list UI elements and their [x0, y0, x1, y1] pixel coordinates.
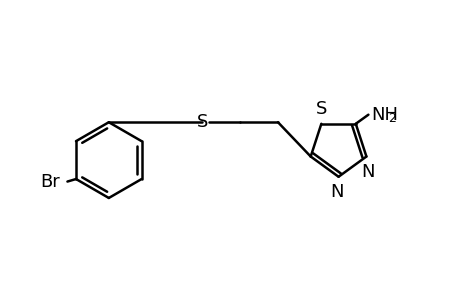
Text: NH: NH [370, 106, 397, 124]
Text: N: N [361, 163, 375, 181]
Text: N: N [329, 183, 342, 201]
Text: 2: 2 [387, 112, 395, 125]
Text: S: S [315, 100, 326, 118]
Text: Br: Br [40, 172, 60, 190]
Text: S: S [196, 113, 207, 131]
